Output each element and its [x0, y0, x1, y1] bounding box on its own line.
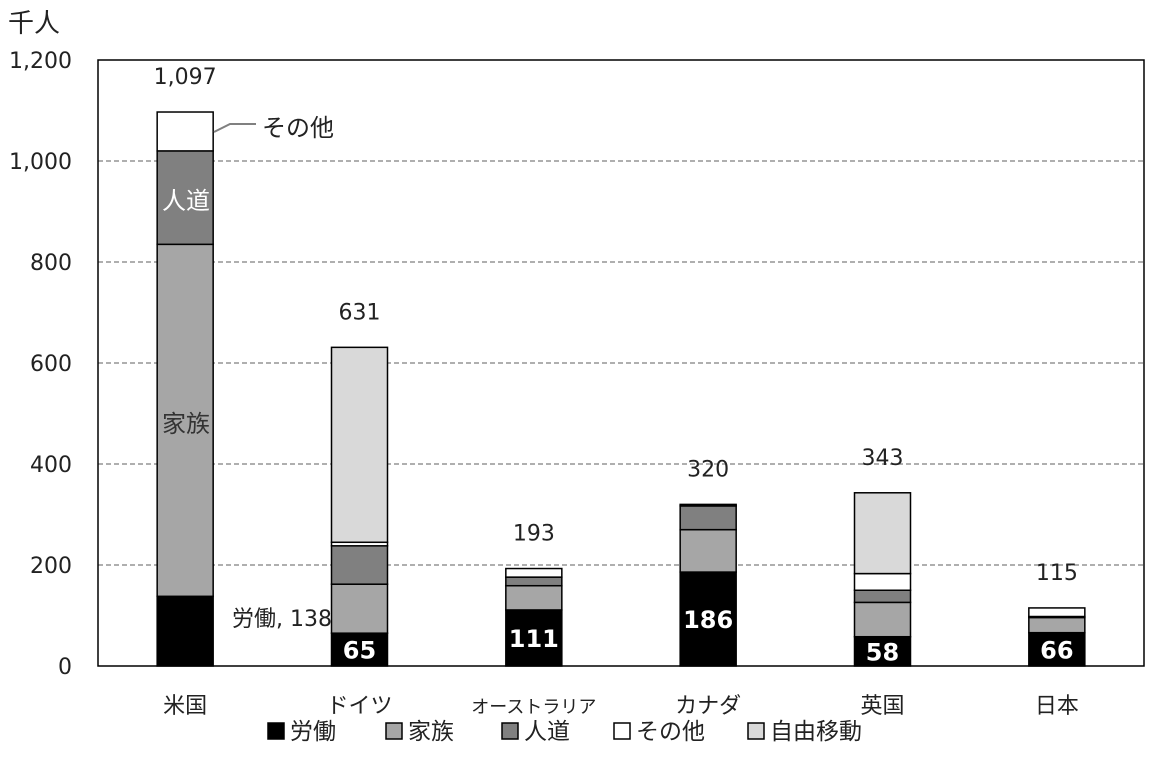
annotation-us-family: 家族	[162, 410, 210, 438]
annotation-us-humanitarian: 人道	[162, 187, 210, 215]
bar-segment	[505, 584, 563, 611]
bar-segment	[156, 111, 214, 152]
total-label: 1,097	[154, 65, 217, 90]
bar-segment	[679, 503, 737, 507]
gridlines	[98, 160, 1144, 566]
y-tick-label: 1,000	[9, 150, 72, 175]
annotation-us-labor: 労働, 138	[232, 607, 332, 632]
plot-frame	[97, 59, 1145, 667]
bar-segment	[1028, 607, 1086, 618]
bar-segment	[505, 567, 563, 578]
total-label: 115	[1036, 561, 1078, 586]
legend: 労働 家族 人道 その他 自由移動	[267, 719, 862, 745]
legend-swatch	[501, 722, 519, 740]
legend-label: 労働	[290, 719, 336, 745]
bar-segment	[853, 635, 912, 667]
value-label-labor: 66	[1040, 636, 1073, 664]
bar-segment	[330, 632, 389, 667]
bar-segment	[330, 346, 389, 544]
total-label: 320	[687, 457, 729, 482]
bar-segment	[679, 505, 737, 531]
annotations: その他 人道 家族 労働, 138	[162, 114, 334, 632]
legend-swatch	[385, 722, 403, 740]
legend-label: その他	[636, 719, 705, 745]
x-tick-label: 日本	[1035, 694, 1079, 719]
legend-swatch	[267, 722, 285, 740]
bar-segment	[679, 528, 737, 573]
legend-label: 人道	[524, 719, 570, 745]
data-labels: 1,097 631 193 320 343 115 65 111 186 58 66	[154, 65, 1078, 666]
bar-segment	[156, 595, 214, 667]
y-tick-label: 200	[30, 554, 72, 579]
annotation-us-other-leader	[213, 123, 256, 133]
bars	[156, 111, 1086, 667]
bar-segment	[853, 601, 912, 638]
bar-segment	[156, 243, 214, 598]
bar-segment	[853, 572, 912, 592]
x-tick-label: カナダ	[675, 694, 741, 719]
legend-swatch	[747, 722, 765, 740]
y-tick-label: 800	[30, 251, 72, 276]
bar-segment	[679, 571, 737, 667]
y-tick-label: 600	[30, 352, 72, 377]
annotation-us-other: その他	[262, 114, 334, 142]
value-label-labor: 65	[343, 637, 376, 665]
bar-segment	[330, 545, 389, 585]
total-label: 343	[862, 446, 904, 471]
y-tick-label: 0	[58, 655, 72, 680]
legend-label: 自由移動	[770, 719, 862, 745]
y-tick-label: 1,200	[9, 49, 72, 74]
x-tick-label: 米国	[163, 694, 207, 719]
bar-segment	[1028, 631, 1086, 667]
value-label-labor: 58	[866, 638, 899, 666]
legend-label: 家族	[408, 719, 454, 745]
axes: 千人 0 200 400 600 800 1,000 1,200 米国 ドイツ オーストラリア カナ…	[8, 9, 1145, 719]
x-tick-label: オーストラリア	[471, 697, 596, 718]
x-tick-label: ドイツ	[326, 694, 392, 719]
y-unit-label: 千人	[8, 9, 60, 39]
bar-segment	[330, 583, 389, 634]
total-label: 631	[339, 300, 381, 325]
total-label: 193	[513, 522, 555, 547]
bar-segment	[505, 609, 563, 667]
bar-segment	[853, 589, 912, 604]
bar-segment	[853, 492, 912, 575]
bar-segment	[505, 576, 563, 587]
value-label-labor: 186	[683, 606, 733, 634]
x-tick-label: 英国	[860, 694, 904, 719]
value-label-labor: 111	[509, 625, 559, 653]
legend-swatch	[613, 722, 631, 740]
bar-segment	[1028, 616, 1086, 634]
y-tick-label: 400	[30, 453, 72, 478]
